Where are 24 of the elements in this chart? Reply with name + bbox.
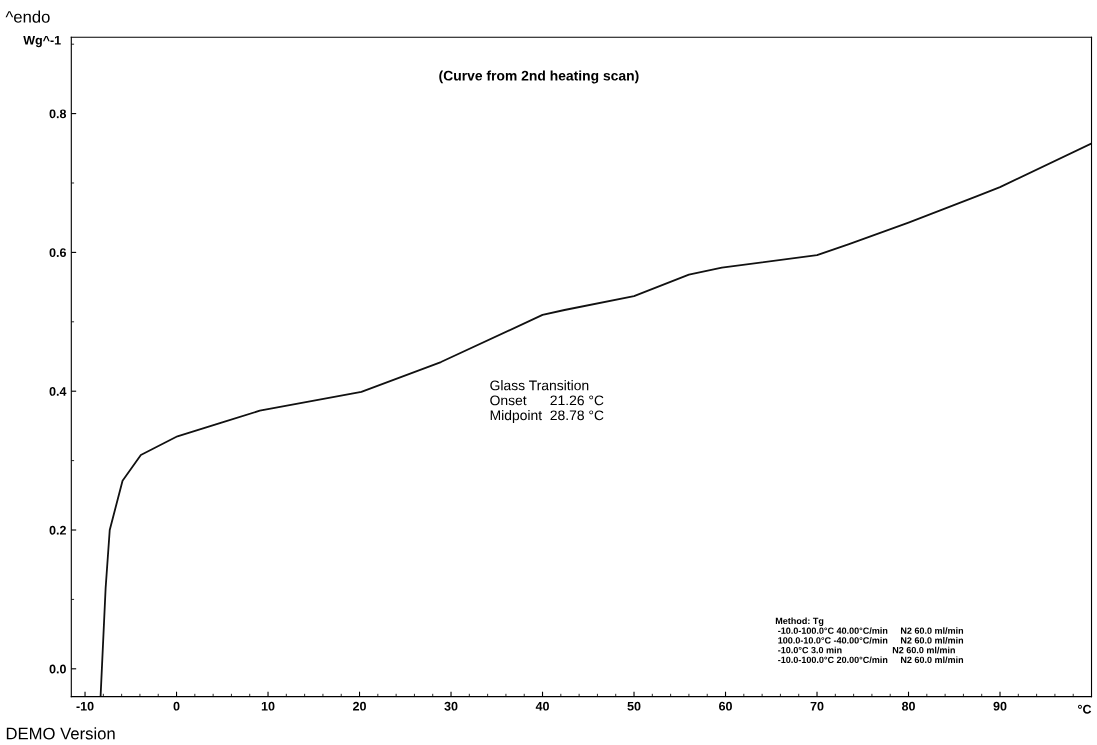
y-axis-title: Wg^-1 — [23, 35, 61, 48]
x-tick-label: 50 — [627, 701, 641, 711]
x-tick-label: 60 — [719, 701, 732, 711]
y-tick-label: 0.0 — [49, 664, 66, 674]
x-tick-label: 40 — [535, 701, 549, 711]
annotation: Glass Transition Onset 21.26 °C Midpoint 28.78 °C — [490, 380, 604, 423]
text: ^endo — [5, 10, 50, 23]
line-series — [99, 142, 1092, 697]
annotation: (Curve from 2nd heating scan) — [439, 70, 639, 84]
x-tick-label: -10 — [76, 701, 94, 711]
y-tick-label: 0.6 — [49, 248, 66, 258]
annotation: Method: Tg -10.0-100.0°C 40.00°C/min N2 60.0 ml/min 100.0-10.0°C -40.00°C/min N2 60.0 ml/min -10.0°C 3.0 min N2 60.0 ml/min -10.0-100.0°C 20.00°C/min N2 60.0 ml/min — [775, 617, 964, 664]
x-tick-label: 0 — [173, 701, 180, 711]
y-tick-label: 0.4 — [49, 387, 67, 396]
y-tick-label: 0.2 — [49, 525, 66, 535]
x-tick-label: 30 — [444, 701, 458, 711]
x-axis-title: °C — [1078, 704, 1092, 714]
text: DEMO Version — [6, 727, 115, 740]
y-tick-label: 0.8 — [49, 109, 67, 119]
x-tick-label: 70 — [810, 701, 824, 711]
x-tick-label: 90 — [993, 701, 1007, 711]
x-tick-label: 20 — [353, 701, 366, 711]
x-tick-label: 80 — [901, 701, 915, 711]
x-tick-label: 10 — [261, 701, 275, 711]
